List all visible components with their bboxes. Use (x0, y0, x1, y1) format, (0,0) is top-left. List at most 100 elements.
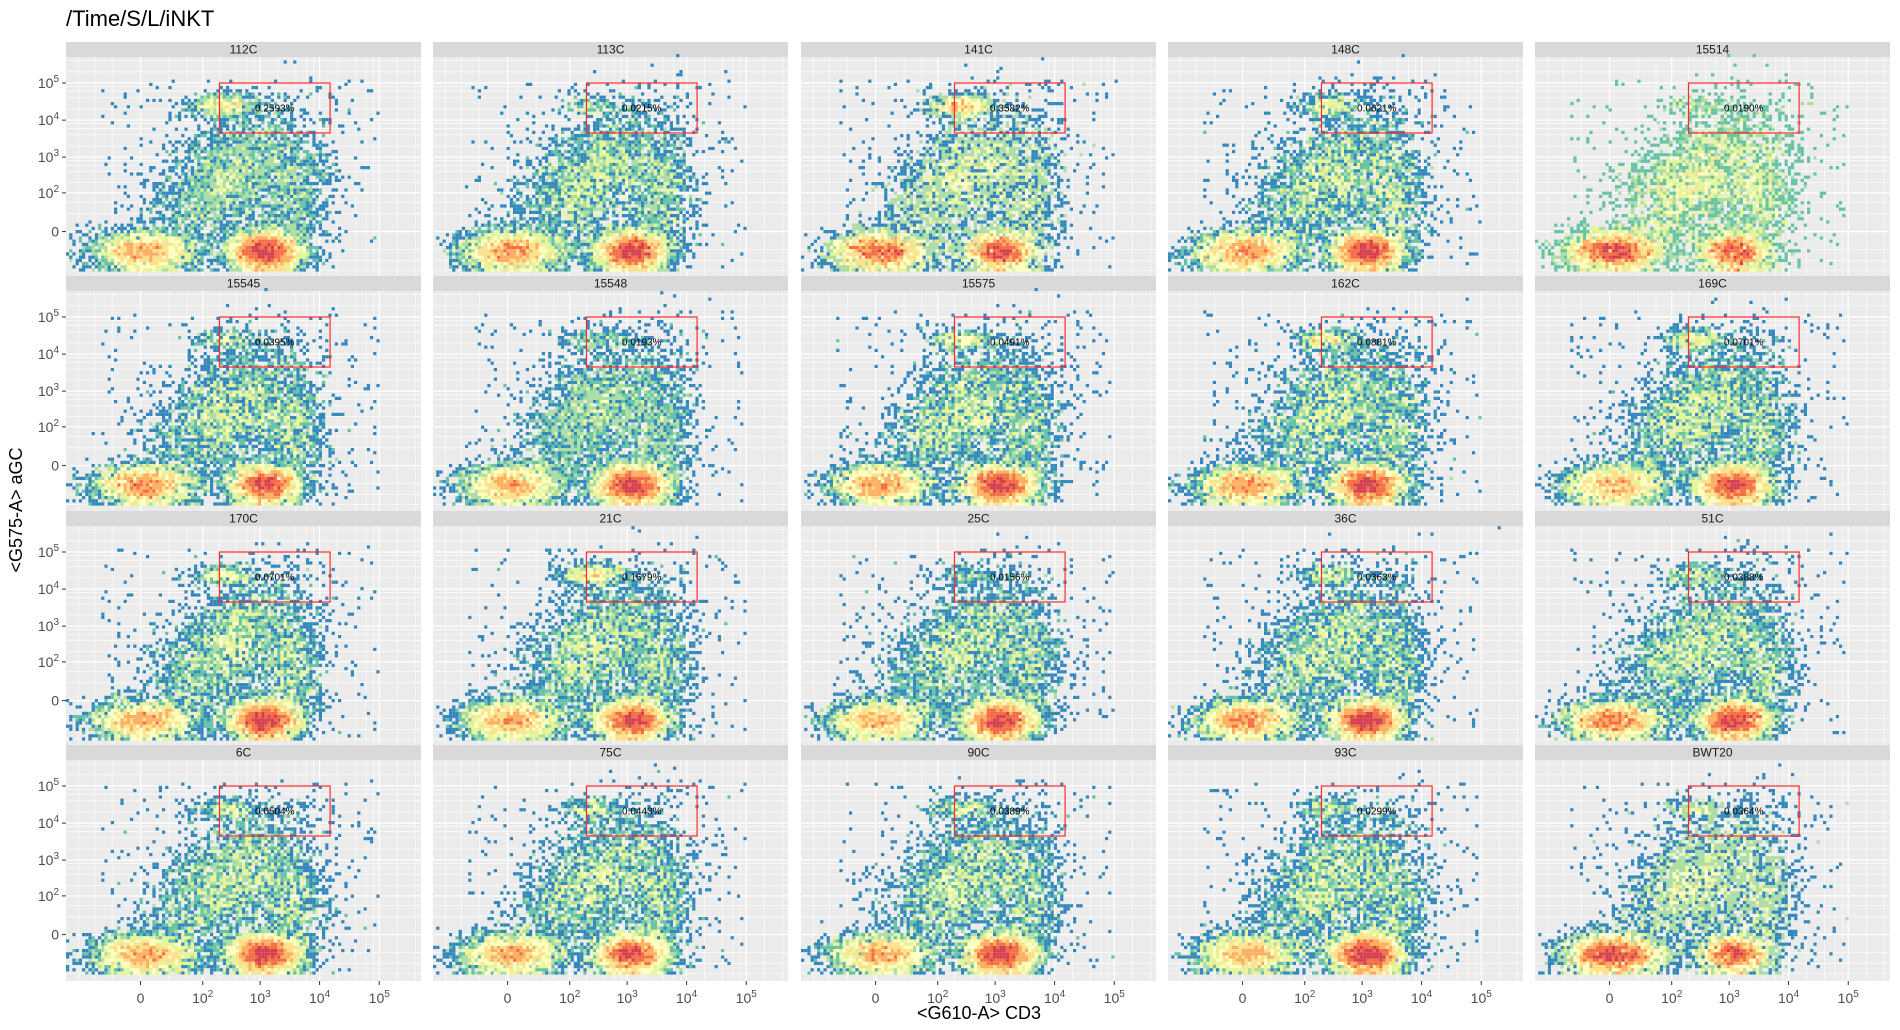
density-point (251, 236, 255, 240)
density-point (586, 159, 590, 163)
density-point (264, 265, 268, 269)
density-point (602, 201, 606, 205)
density-point (168, 201, 172, 205)
density-point (267, 124, 271, 128)
density-point (229, 150, 233, 154)
density-point (213, 178, 217, 182)
density-point (663, 127, 667, 131)
density-point (637, 159, 641, 163)
density-point (277, 150, 281, 154)
density-point (525, 226, 529, 230)
density-point (267, 255, 271, 259)
density-point (557, 268, 561, 272)
density-point (251, 134, 255, 138)
density-point (302, 191, 306, 195)
density-point (206, 236, 210, 240)
density-point (235, 194, 239, 198)
density-point (238, 191, 242, 195)
density-point (618, 262, 622, 266)
density-point (232, 239, 236, 243)
density-point (599, 121, 603, 125)
density-point (366, 89, 370, 93)
density-point (657, 242, 661, 246)
density-point (181, 185, 185, 189)
density-point (238, 214, 242, 218)
density-point (529, 242, 533, 246)
density-point (235, 111, 239, 115)
density-point (589, 194, 593, 198)
density-point (101, 89, 105, 93)
density-point (596, 255, 600, 259)
density-point (309, 118, 313, 122)
density-point (609, 204, 613, 208)
density-point (663, 268, 667, 272)
density-point (561, 182, 565, 186)
density-point (676, 252, 680, 256)
density-point (679, 249, 683, 253)
density-point (136, 230, 140, 234)
density-point (618, 162, 622, 166)
density-point (449, 252, 453, 256)
density-point (609, 246, 613, 250)
density-point (242, 252, 246, 256)
density-point (190, 223, 194, 227)
density-point (605, 210, 609, 214)
density-point (235, 255, 239, 259)
density-point (641, 166, 645, 170)
density-point (181, 214, 185, 218)
density-point (162, 191, 166, 195)
density-point (152, 98, 156, 102)
density-point (130, 246, 134, 250)
density-point (226, 105, 230, 109)
density-point (615, 233, 619, 237)
density-point (519, 191, 523, 195)
density-point (322, 153, 326, 157)
density-point (299, 258, 303, 262)
density-point (666, 118, 670, 122)
density-point (261, 226, 265, 230)
density-point (541, 185, 545, 189)
density-point (615, 162, 619, 166)
density-point (609, 185, 613, 189)
density-point (541, 255, 545, 259)
density-point (634, 226, 638, 230)
density-point (251, 178, 255, 182)
density-point (318, 118, 322, 122)
density-point (621, 95, 625, 99)
density-point (631, 102, 635, 106)
density-point (605, 268, 609, 272)
density-point (564, 185, 568, 189)
density-point (564, 198, 568, 202)
density-point (513, 185, 517, 189)
density-point (503, 236, 507, 240)
density-point (593, 156, 597, 160)
density-point (589, 182, 593, 186)
density-point (676, 236, 680, 240)
density-point (309, 207, 313, 211)
density-point (474, 258, 478, 262)
density-point (270, 249, 274, 253)
density-point (245, 191, 249, 195)
density-point (535, 143, 539, 147)
density-point (168, 118, 172, 122)
density-point (258, 105, 262, 109)
density-point (229, 249, 233, 253)
density-point (174, 230, 178, 234)
density-point (551, 268, 555, 272)
density-point (242, 159, 246, 163)
density-point (168, 220, 172, 224)
density-point (235, 233, 239, 237)
density-point (107, 172, 111, 176)
density-point (309, 246, 313, 250)
density-point (605, 156, 609, 160)
density-point (226, 230, 230, 234)
density-point (290, 226, 294, 230)
density-point (302, 111, 306, 115)
density-point (570, 201, 574, 205)
density-point (296, 242, 300, 246)
density-point (251, 185, 255, 189)
density-point (235, 210, 239, 214)
density-point (296, 162, 300, 166)
density-point (219, 178, 223, 182)
density-point (165, 242, 169, 246)
